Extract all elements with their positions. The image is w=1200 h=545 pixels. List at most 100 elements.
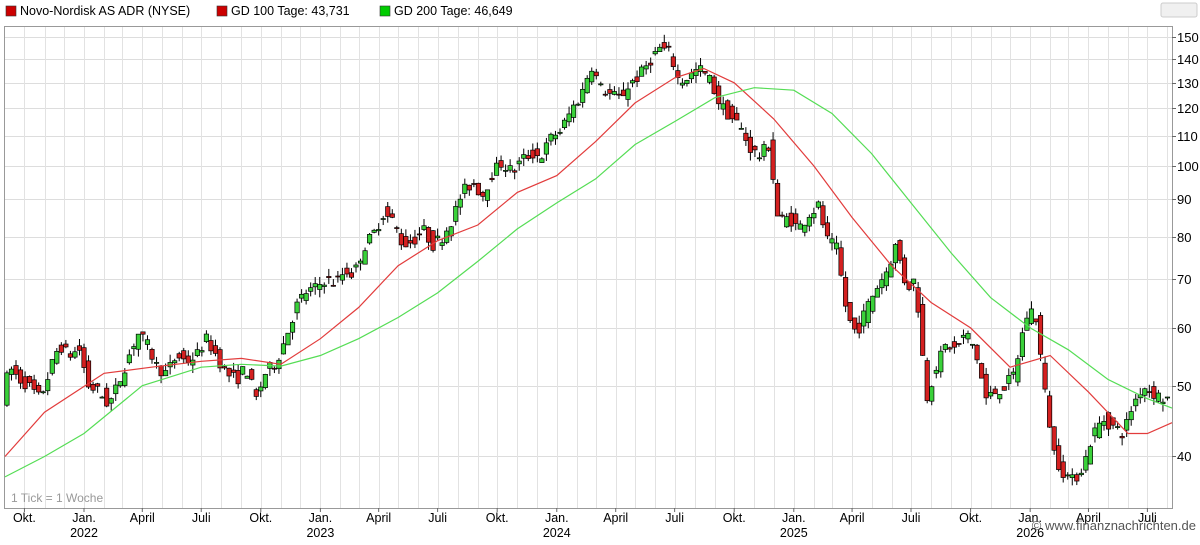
candle-up <box>1101 421 1107 426</box>
candle-up <box>580 88 586 103</box>
candle-up <box>811 213 817 219</box>
candle-up <box>362 250 368 265</box>
chart-tab-handle[interactable] <box>1160 2 1198 18</box>
candle-up <box>657 46 663 53</box>
candle-up <box>960 334 967 338</box>
candle-up <box>829 238 835 244</box>
candle-up <box>561 119 568 128</box>
candle-up <box>8 368 15 375</box>
x-tick-label: Jan. <box>1018 511 1042 525</box>
candle-up <box>552 134 559 140</box>
y-tick-label: 80 <box>1177 230 1191 245</box>
legend-swatch-gd100 <box>216 5 228 17</box>
candle-down <box>634 76 640 82</box>
candle-down <box>271 367 277 370</box>
y-tick-label: 140 <box>1177 52 1199 67</box>
candle-up <box>1087 446 1093 465</box>
candle-up <box>117 381 123 387</box>
y-tick-label: 110 <box>1177 129 1198 144</box>
candle-up <box>1128 411 1134 421</box>
candle-up <box>1142 388 1148 396</box>
candle-up <box>339 274 345 281</box>
candle-up <box>1069 474 1075 479</box>
candle-up <box>367 234 373 244</box>
candle-down <box>81 347 87 368</box>
candle-up <box>4 372 10 406</box>
candle-up <box>126 354 132 364</box>
candle-up <box>280 343 287 355</box>
candle-up <box>312 283 318 288</box>
candle-up <box>240 366 246 375</box>
x-tick-label: Okt. <box>13 511 36 525</box>
candle-down <box>974 344 980 361</box>
candle-down <box>416 233 423 236</box>
candle-up <box>883 271 889 287</box>
x-tick-label: April <box>130 511 155 525</box>
candle-up <box>435 235 441 239</box>
x-tick-label: Jan. <box>72 511 96 525</box>
candle-down <box>90 383 96 391</box>
candle-up <box>833 242 840 250</box>
y-tick-label: 60 <box>1177 321 1191 336</box>
candle-up <box>911 278 917 285</box>
candle-down <box>1047 395 1053 428</box>
candle-up <box>598 83 604 86</box>
candle-up <box>589 70 595 83</box>
candle-down <box>1033 318 1039 323</box>
candle-up <box>892 244 899 264</box>
candle-down <box>176 353 182 359</box>
candle-down <box>983 373 989 399</box>
candle-up <box>784 216 790 228</box>
candle-down <box>95 383 101 387</box>
candle-up <box>938 350 944 373</box>
x-tick-label: Okt. <box>723 511 746 525</box>
candle-down <box>412 236 418 245</box>
candle-up <box>321 284 327 287</box>
candle-down <box>385 206 391 217</box>
candle-down <box>22 376 28 390</box>
candle-up <box>738 128 744 130</box>
candle-up <box>643 65 649 70</box>
candle-down <box>249 369 255 380</box>
candle-down <box>185 355 191 363</box>
candle-down <box>344 267 350 275</box>
candle-up <box>988 391 994 397</box>
legend: Novo-Nordisk AS ADR (NYSE) GD 100 Tage: … <box>5 4 513 18</box>
candle-up <box>969 343 976 346</box>
candle-down <box>181 350 187 360</box>
candle-up <box>194 349 200 356</box>
candle-down <box>140 331 146 335</box>
candle-up <box>933 369 939 374</box>
candle-down <box>793 213 799 224</box>
candle-down <box>747 136 753 153</box>
candle-up <box>421 225 427 230</box>
candle-up <box>942 344 948 350</box>
x-tick-label: Okt. <box>486 511 509 525</box>
candle-up <box>1006 375 1012 384</box>
candle-up <box>539 158 545 163</box>
candle-down <box>398 233 404 246</box>
tick-interval-note: 1 Tick = 1 Woche <box>11 491 103 505</box>
y-tick-label: 90 <box>1177 192 1191 207</box>
candle-up <box>285 332 291 346</box>
candle-down <box>1056 445 1062 470</box>
candle-down <box>852 317 858 330</box>
candle-down <box>17 369 24 384</box>
candle-up <box>507 165 513 171</box>
candle-up <box>99 396 105 399</box>
candle-up <box>965 333 971 340</box>
candle-down <box>711 76 717 94</box>
candle-down <box>76 345 83 351</box>
candle-down <box>480 191 486 197</box>
candle-down <box>104 387 110 407</box>
candle-down <box>471 183 477 185</box>
candle-down <box>775 182 781 217</box>
x-year-label: 2023 <box>306 526 334 540</box>
candle-down <box>1051 426 1057 451</box>
candle-up <box>720 103 726 110</box>
candle-down <box>212 345 219 354</box>
candle-down <box>661 42 667 49</box>
candle-up <box>303 293 309 301</box>
candle-up <box>299 293 305 299</box>
